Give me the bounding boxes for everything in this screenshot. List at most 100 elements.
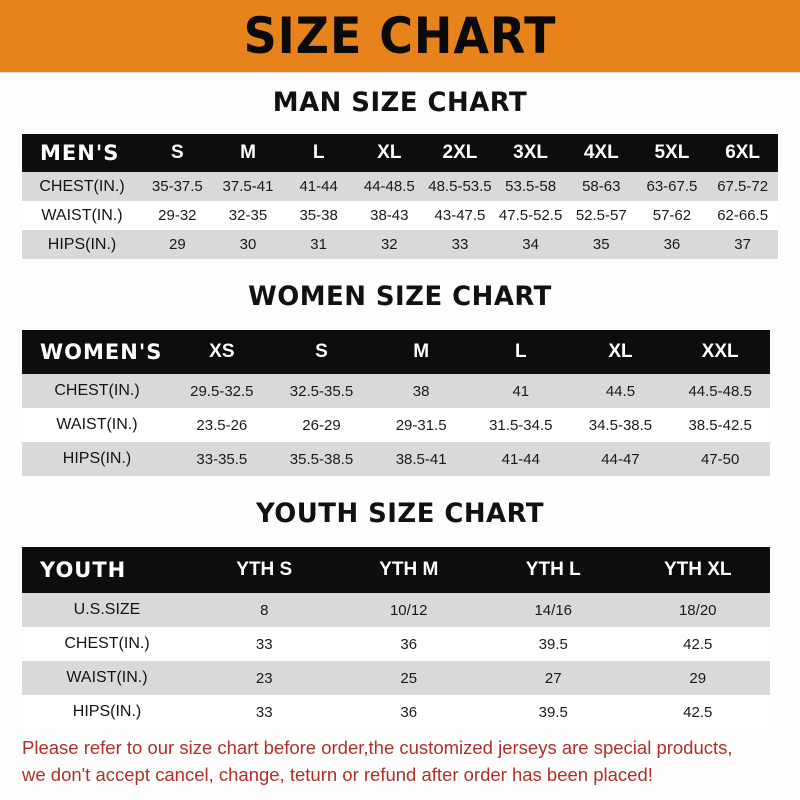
column-header-women-4: XL <box>608 341 633 362</box>
column-header-youth-2: YTH L <box>525 559 581 580</box>
row-label-youth-0: U.S.SIZE <box>22 593 192 627</box>
table-row: CHEST(IN.) 35-37.5 37.5-41 41-44 44-48.5 48.5… <box>22 172 778 201</box>
row-label-youth-3: HIPS(IN.) <box>22 695 192 729</box>
cell-man-1-7: 57-62 <box>636 201 708 230</box>
table-row: U.S.SIZE 8 10/12 14/16 18/20 <box>22 593 770 627</box>
cell-women-1-1: 26-29 <box>271 408 372 442</box>
column-header-youth-1: YTH M <box>379 559 439 580</box>
table-header-row: MEN'S S M L XL 2XL 3XL 4XL 5XL 6XL <box>22 134 778 172</box>
cell-women-2-2: 38.5-41 <box>371 442 471 476</box>
cell-women-2-3: 41-44 <box>470 442 571 476</box>
table-header-row: WOMEN'S XS S M L XL XXL <box>22 330 770 374</box>
cell-youth-3-0: 33 <box>192 695 337 729</box>
footer-line-2: we don't accept cancel, change, teturn o… <box>22 763 653 785</box>
cell-women-1-3: 31.5-34.5 <box>470 408 571 442</box>
cell-youth-0-1: 10/12 <box>336 593 481 627</box>
cell-youth-1-3: 42.5 <box>625 627 770 661</box>
cell-youth-3-2: 39.5 <box>481 695 626 729</box>
cell-man-0-5: 53.5-58 <box>495 172 566 201</box>
cell-man-2-5: 34 <box>495 230 566 259</box>
table-corner-label: WOMEN'S <box>40 340 163 364</box>
cell-man-1-8: 62-66.5 <box>707 201 778 230</box>
cell-women-1-2: 29-31.5 <box>371 408 471 442</box>
size-table-man: MEN'S S M L XL 2XL 3XL 4XL 5XL 6XL CHEST(IN.) 35-37… <box>22 134 778 259</box>
table-corner-label: YOUTH <box>40 558 127 582</box>
cell-man-1-6: 52.5-57 <box>565 201 637 230</box>
column-header-man-3: XL <box>377 142 402 163</box>
column-header-man-6: 4XL <box>583 142 619 163</box>
section-youth: YOUTH SIZE CHART YOUTH YTH S YTH M YTH L YTH … <box>0 476 800 729</box>
column-header-women-2: M <box>413 341 430 362</box>
cell-man-2-7: 36 <box>636 230 708 259</box>
row-label-women-1: WAIST(IN.) <box>22 408 172 442</box>
cell-women-2-0: 33-35.5 <box>172 442 272 476</box>
chart-sections: MAN SIZE CHART MEN'S S M L XL 2XL 3XL 4XL 5XL 6XL C… <box>0 73 800 729</box>
cell-man-0-8: 67.5-72 <box>707 172 778 201</box>
column-header-youth-0: YTH S <box>236 559 293 580</box>
cell-man-2-8: 37 <box>707 230 778 259</box>
table-row: CHEST(IN.) 29.5-32.5 32.5-35.5 38 41 44.5 44.5… <box>22 374 770 408</box>
row-label-women-0: CHEST(IN.) <box>22 374 172 408</box>
section-title-youth: YOUTH SIZE CHART <box>255 498 545 529</box>
cell-women-0-2: 38 <box>371 374 471 408</box>
cell-man-2-6: 35 <box>565 230 637 259</box>
cell-man-1-0: 29-32 <box>142 201 213 230</box>
column-header-man-8: 6XL <box>725 142 761 163</box>
cell-women-2-5: 47-50 <box>670 442 770 476</box>
table-row: HIPS(IN.) 29 30 31 32 33 34 35 36 37 <box>22 230 778 259</box>
row-label-women-2: HIPS(IN.) <box>22 442 172 476</box>
table-row: WAIST(IN.) 29-32 32-35 35-38 38-43 43-47.5 47.… <box>22 201 778 230</box>
section-title-man: MAN SIZE CHART <box>272 87 528 118</box>
column-header-women-1: S <box>315 341 328 362</box>
cell-women-2-1: 35.5-38.5 <box>271 442 372 476</box>
column-header-man-7: 5XL <box>654 142 690 163</box>
size-table-youth: YOUTH YTH S YTH M YTH L YTH XL U.S.SIZE 8 10/12… <box>22 547 770 729</box>
row-label-youth-2: WAIST(IN.) <box>22 661 192 695</box>
cell-youth-3-1: 36 <box>336 695 481 729</box>
cell-man-1-3: 38-43 <box>353 201 425 230</box>
column-header-man-1: M <box>240 142 256 163</box>
table-row: WAIST(IN.) 23 25 27 29 <box>22 661 770 695</box>
column-header-man-4: 2XL <box>442 142 478 163</box>
table-corner-label: MEN'S <box>40 141 120 165</box>
page-title: SIZE CHART <box>243 7 557 65</box>
cell-man-2-0: 29 <box>142 230 213 259</box>
cell-youth-0-2: 14/16 <box>481 593 626 627</box>
cell-women-0-1: 32.5-35.5 <box>271 374 372 408</box>
cell-man-1-1: 32-35 <box>212 201 284 230</box>
row-label-man-2: HIPS(IN.) <box>22 230 142 259</box>
size-table-women: WOMEN'S XS S M L XL XXL CHEST(IN.) 29.5-32.5 32.5… <box>22 330 770 476</box>
column-header-man-2: L <box>312 142 325 163</box>
column-header-women-5: XXL <box>701 341 739 362</box>
cell-women-2-4: 44-47 <box>570 442 671 476</box>
cell-women-1-0: 23.5-26 <box>172 408 272 442</box>
table-row: HIPS(IN.) 33 36 39.5 42.5 <box>22 695 770 729</box>
row-label-man-0: CHEST(IN.) <box>22 172 142 201</box>
table-header-row: YOUTH YTH S YTH M YTH L YTH XL <box>22 547 770 593</box>
section-title-women: WOMEN SIZE CHART <box>248 281 552 312</box>
column-header-women-0: XS <box>209 341 235 362</box>
table-row: WAIST(IN.) 23.5-26 26-29 29-31.5 31.5-34.5 34… <box>22 408 770 442</box>
cell-youth-2-2: 27 <box>481 661 626 695</box>
column-header-women-3: L <box>514 341 527 362</box>
cell-man-2-4: 33 <box>424 230 496 259</box>
page-banner: SIZE CHART <box>0 0 800 73</box>
section-women: WOMEN SIZE CHART WOMEN'S XS S M L XL XXL CHEST(I… <box>0 259 800 476</box>
cell-youth-1-1: 36 <box>336 627 481 661</box>
table-row: HIPS(IN.) 33-35.5 35.5-38.5 38.5-41 41-44 44-… <box>22 442 770 476</box>
cell-youth-1-0: 33 <box>192 627 337 661</box>
column-header-youth-3: YTH XL <box>663 559 732 580</box>
footer-disclaimer: Please refer to our size chart before or… <box>0 735 800 789</box>
cell-women-0-3: 41 <box>470 374 571 408</box>
cell-man-0-4: 48.5-53.5 <box>424 172 496 201</box>
cell-youth-2-1: 25 <box>336 661 481 695</box>
cell-youth-0-3: 18/20 <box>625 593 770 627</box>
table-row: CHEST(IN.) 33 36 39.5 42.5 <box>22 627 770 661</box>
cell-women-0-0: 29.5-32.5 <box>172 374 272 408</box>
cell-women-1-5: 38.5-42.5 <box>670 408 770 442</box>
cell-women-1-4: 34.5-38.5 <box>570 408 671 442</box>
cell-women-0-5: 44.5-48.5 <box>670 374 770 408</box>
cell-man-0-1: 37.5-41 <box>212 172 284 201</box>
cell-man-0-2: 41-44 <box>283 172 354 201</box>
